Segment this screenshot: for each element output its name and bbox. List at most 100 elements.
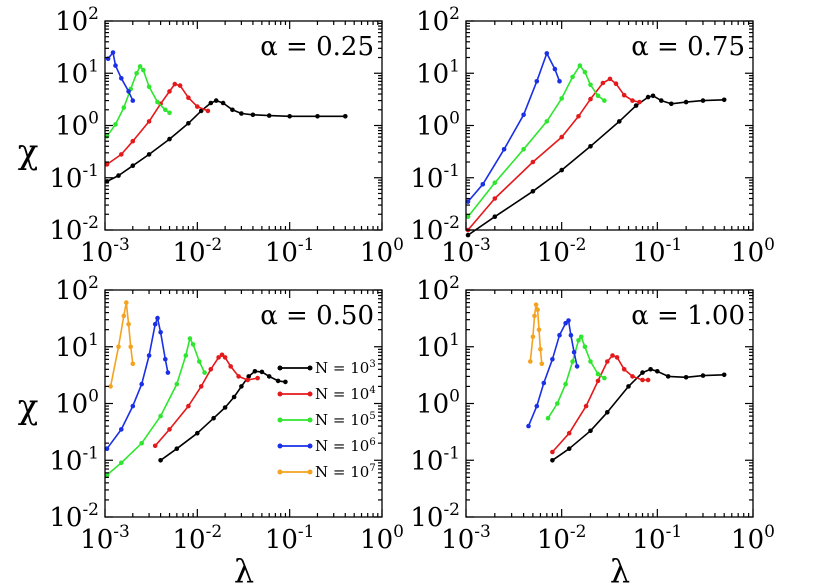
data-point [139, 440, 144, 446]
series-line [467, 78, 640, 231]
data-point [570, 359, 575, 364]
data-point [721, 97, 727, 103]
data-point [526, 423, 531, 429]
data-point [195, 430, 200, 436]
data-point [287, 114, 293, 119]
data-point [211, 415, 216, 421]
y-tick-label: 101 [416, 56, 460, 89]
data-point [552, 66, 558, 72]
data-point [252, 369, 258, 374]
data-point [113, 122, 118, 127]
data-point [588, 82, 593, 88]
data-point [550, 357, 555, 362]
data-point [139, 381, 144, 387]
data-point [220, 100, 226, 106]
data-point [465, 214, 471, 219]
data-point [576, 338, 581, 343]
data-point [119, 460, 124, 466]
data-point [208, 367, 214, 372]
data-point [130, 98, 136, 103]
x-tick-label: 100 [731, 235, 775, 268]
data-point [645, 94, 651, 100]
data-point [545, 415, 551, 421]
data-point [492, 196, 498, 201]
data-point [187, 336, 193, 341]
legend-label: N = 107 [315, 463, 376, 481]
data-point [266, 374, 272, 379]
x-tick-label: 10-1 [265, 522, 315, 555]
data-point [607, 76, 613, 82]
data-point [614, 355, 620, 360]
data-point [530, 189, 536, 194]
data-point [650, 93, 656, 99]
data-point [134, 71, 139, 76]
data-point [595, 378, 601, 384]
data-point [172, 81, 178, 87]
y-tick-label: 100 [416, 387, 460, 420]
data-point [155, 99, 160, 105]
data-point [146, 84, 152, 90]
data-point [578, 334, 584, 340]
data-point [116, 344, 121, 350]
data-point [104, 472, 110, 478]
legend-swatch-marker [307, 443, 313, 449]
data-point [583, 403, 589, 409]
data-point [245, 377, 250, 383]
y-tick-label: 101 [416, 330, 460, 363]
data-point [605, 359, 610, 364]
data-point [231, 394, 237, 400]
data-point [568, 332, 574, 338]
x-tick-label: 10-2 [173, 235, 223, 268]
data-point [501, 147, 507, 152]
data-point [550, 458, 555, 463]
data-point [588, 428, 593, 434]
data-point [576, 114, 581, 119]
legend-label: N = 103 [315, 359, 376, 377]
data-point [266, 113, 272, 118]
data-point [197, 359, 202, 364]
data-point [533, 302, 539, 308]
data-point [559, 167, 564, 173]
data-point [250, 112, 256, 118]
data-point [532, 313, 537, 319]
x-tick-label: 10-2 [537, 522, 587, 555]
data-point [600, 80, 606, 86]
data-point [259, 369, 265, 375]
y-tick-label: 10-1 [410, 161, 460, 194]
data-point [113, 63, 118, 68]
data-point [621, 367, 627, 372]
data-point [602, 98, 607, 103]
data-point [534, 79, 540, 84]
data-point [130, 361, 136, 367]
data-point [222, 355, 228, 360]
data-point [555, 401, 560, 406]
data-point [236, 374, 241, 379]
data-point [633, 103, 639, 108]
data-point [550, 449, 555, 455]
data-point [239, 111, 244, 116]
x-axis-label-right: λ [610, 552, 630, 587]
data-point [588, 359, 593, 364]
data-point [219, 352, 225, 358]
x-tick-label: 10-1 [633, 522, 683, 555]
data-point [582, 69, 588, 75]
data-point [577, 63, 583, 68]
data-point [230, 107, 235, 113]
data-point [534, 403, 540, 409]
legend-item: N = 106 [277, 437, 376, 455]
data-point [465, 199, 471, 204]
data-point [343, 114, 348, 119]
legend-label: N = 104 [315, 385, 376, 403]
data-point [275, 378, 281, 384]
data-point [195, 104, 200, 109]
data-point [228, 364, 233, 369]
x-tick-label: 10-3 [80, 235, 130, 268]
data-point [146, 353, 152, 358]
data-point [126, 89, 131, 94]
data-point [595, 93, 601, 99]
data-point [121, 105, 127, 110]
data-point [655, 369, 660, 374]
y-tick-label: 102 [55, 4, 99, 37]
